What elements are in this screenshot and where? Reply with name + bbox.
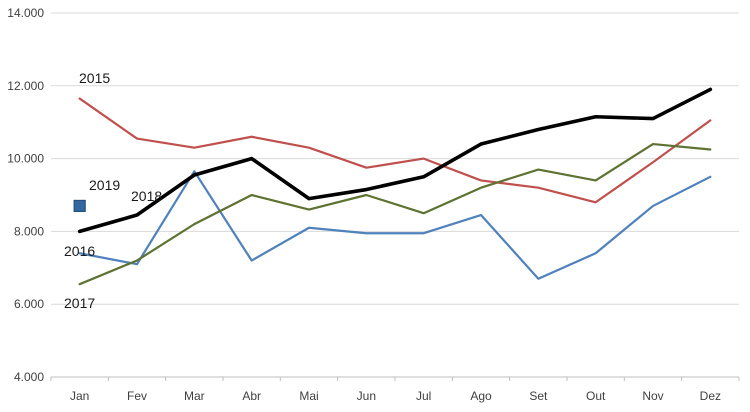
series-2018-line [77,87,713,234]
x-axis-month-label: Out [586,389,606,403]
series-label-2018: 2018 [131,188,162,204]
series-2016-line [78,170,712,280]
series-label-2015: 2015 [79,70,110,86]
y-axis-tick-label: 12.000 [7,79,44,93]
y-axis-tick-label: 6.000 [14,297,44,311]
x-axis-month-label: Jun [357,389,376,403]
x-axis-month-label: Abr [242,389,261,403]
y-axis-tick-label: 10.000 [7,152,44,166]
series-2019-marker [73,199,86,213]
x-axis-month-label: Mar [184,389,205,403]
x-axis-month-label: Mai [299,389,318,403]
series-label-2019: 2019 [89,177,120,193]
x-axis-month-label: Ago [470,389,492,403]
x-axis-month-label: Nov [642,389,663,403]
series-label-2017: 2017 [64,295,95,311]
x-axis-month-label: Jul [416,389,431,403]
y-axis-tick-label: 14.000 [7,6,44,20]
series-2017-line [78,142,712,286]
y-axis-tick-label: 4.000 [14,370,44,384]
series-label-2016: 2016 [64,243,95,259]
series-2015-line [78,97,712,204]
x-axis-month-label: Dez [700,389,721,403]
x-axis-month-label: Jan [70,389,89,403]
x-axis-month-label: Set [529,389,548,403]
x-axis-month-label: Fev [127,389,147,403]
y-axis-tick-label: 8.000 [14,224,44,238]
